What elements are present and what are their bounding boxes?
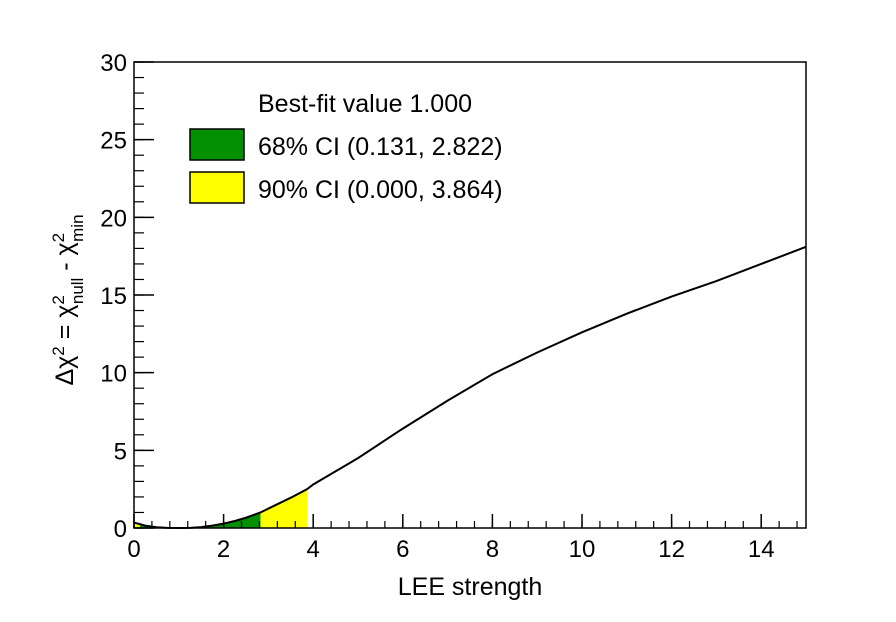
y-tick-label: 15 xyxy=(100,283,127,310)
legend-swatch-68ci xyxy=(189,128,245,161)
x-tick-label: 14 xyxy=(748,536,775,563)
ylabel-sub-null: null xyxy=(68,278,87,304)
x-tick-label: 10 xyxy=(569,536,596,563)
y-axis-ticks: 0 5 10 15 20 25 30 xyxy=(100,50,154,543)
x-tick-label: 2 xyxy=(217,536,230,563)
y-tick-label: 30 xyxy=(100,50,127,77)
y-tick-label: 10 xyxy=(100,361,127,388)
x-tick-label: 12 xyxy=(658,536,685,563)
y-tick-label: 20 xyxy=(100,205,127,232)
y-tick-label: 0 xyxy=(114,516,127,543)
ylabel-mid: - χ xyxy=(51,242,79,277)
legend: Best-fit value 1.000 68% CI (0.131, 2.82… xyxy=(189,90,503,204)
confidence-bands xyxy=(134,489,308,528)
x-axis-ticks: 0 2 4 6 8 10 12 14 xyxy=(127,514,798,563)
band-1 xyxy=(139,512,261,528)
legend-swatch-90ci xyxy=(189,171,245,204)
band-0 xyxy=(134,489,308,528)
ylabel-sup: 2 xyxy=(49,346,68,355)
x-tick-label: 4 xyxy=(307,536,320,563)
ylabel-prefix: Δχ xyxy=(51,356,79,386)
x-tick-label: 8 xyxy=(486,536,499,563)
y-tick-label: 25 xyxy=(100,128,127,155)
ylabel-eq: = χ xyxy=(51,305,79,347)
legend-label-68ci: 68% CI (0.131, 2.822) xyxy=(258,133,503,161)
ylabel-sub-min: min xyxy=(68,214,87,241)
x-axis-title: LEE strength xyxy=(398,573,543,601)
legend-label-90ci: 90% CI (0.000, 3.864) xyxy=(258,176,503,204)
y-axis-title: Δχ2 = χ2null - χ2min xyxy=(49,214,87,385)
ylabel-sup2: 2 xyxy=(49,295,68,304)
ylabel-sup3: 2 xyxy=(49,233,68,242)
y-tick-label: 5 xyxy=(114,438,127,465)
x-tick-label: 0 xyxy=(127,536,140,563)
legend-title: Best-fit value 1.000 xyxy=(258,90,472,118)
x-tick-label: 6 xyxy=(396,536,409,563)
